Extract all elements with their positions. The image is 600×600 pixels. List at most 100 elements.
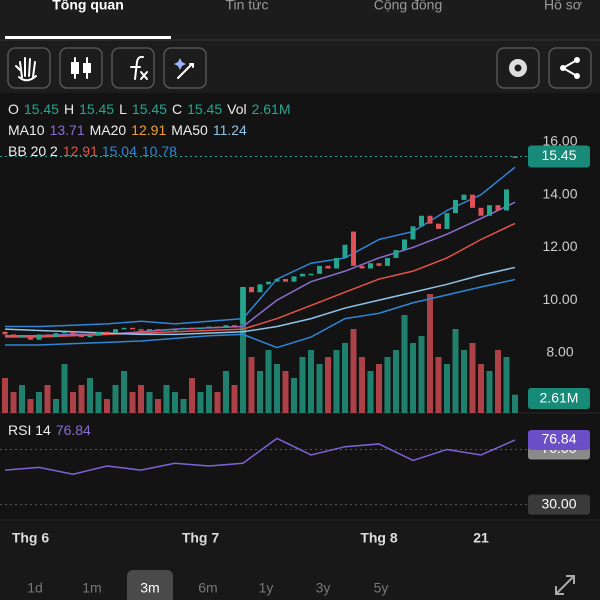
candle-body: [317, 265, 322, 274]
volume-bar: [410, 343, 416, 413]
x-tick-label: Thg 6: [12, 530, 50, 546]
candle-body: [206, 326, 212, 329]
readout-item: 15.45: [187, 101, 222, 117]
volume-bar: [486, 371, 493, 413]
volume-bar: [376, 364, 382, 413]
candle-body: [444, 213, 450, 229]
candle-body: [274, 279, 280, 282]
candle-body: [300, 273, 305, 277]
candle-body: [453, 199, 458, 214]
volume-bar: [333, 350, 340, 413]
candle-body: [155, 329, 161, 331]
volume-bar: [197, 392, 204, 413]
volume-bar: [367, 371, 374, 413]
expand-button[interactable]: [555, 575, 575, 595]
gear-hole: [514, 64, 522, 72]
readout-item: 15.45: [24, 101, 59, 117]
candle-body: [308, 273, 314, 276]
candle-body: [198, 327, 203, 330]
ai-tool[interactable]: [163, 47, 207, 89]
readout-item: MA20: [90, 122, 127, 138]
candle-body: [28, 335, 33, 340]
volume-bar: [461, 350, 467, 413]
x-tick-label: Thg 8: [360, 530, 398, 546]
candle-body: [495, 205, 501, 211]
range-button[interactable]: 1m: [82, 580, 101, 596]
candle-body: [232, 325, 237, 327]
candle-body: [113, 329, 118, 334]
volume-bar: [478, 364, 484, 413]
candle-body: [249, 286, 254, 293]
candle-body: [36, 334, 42, 340]
last-volume-label: 2.61M: [540, 390, 579, 406]
readout-item: H: [64, 101, 74, 117]
candle-body: [402, 239, 407, 251]
volume-bar: [180, 399, 187, 413]
fx-icon: [130, 55, 148, 80]
candle-body: [461, 194, 467, 200]
candle-body: [385, 257, 390, 266]
readout-item: 11.24: [213, 122, 247, 138]
readout-item: 15.45: [132, 101, 167, 117]
range-button[interactable]: 1y: [259, 580, 274, 596]
volume-bar: [265, 350, 272, 413]
readout: BB 20 2 12.91 15.04 10.78: [8, 143, 177, 159]
volume-bar: [19, 385, 25, 413]
candle-body: [223, 325, 229, 328]
volume-bar: [70, 392, 76, 413]
volume-bar: [155, 399, 161, 413]
readout-item: MA50: [171, 122, 208, 138]
indicator-tool[interactable]: [111, 47, 155, 89]
tab[interactable]: Hồ sơ: [544, 0, 582, 13]
candle-body: [410, 226, 416, 240]
volume-bar: [452, 329, 459, 413]
volume-bar: [316, 364, 323, 413]
volume-bar: [291, 378, 297, 413]
readout-item: 10.78: [142, 143, 177, 159]
volume-bar: [384, 357, 391, 413]
hand-tool[interactable]: [7, 47, 51, 89]
rsi-value-label: 76.84: [541, 431, 576, 447]
candle-body: [2, 331, 8, 335]
volume-bar: [418, 336, 425, 413]
volume-bar: [308, 350, 314, 413]
share-button[interactable]: [548, 47, 592, 89]
volume-bar: [274, 364, 280, 413]
volume-bar: [189, 378, 195, 413]
candle-body: [325, 265, 331, 269]
range-button[interactable]: 6m: [198, 580, 217, 596]
volume-bar: [223, 371, 229, 413]
tab-bar: [0, 0, 600, 40]
readout: O 15.45 H 15.45 L 15.45 C 15.45 Vol 2.61M: [8, 101, 291, 117]
volume-bar: [427, 294, 433, 413]
settings-button[interactable]: [496, 47, 540, 89]
tab[interactable]: Tổng quan: [52, 0, 124, 13]
readout-item: L: [119, 101, 127, 117]
volume-bar: [78, 385, 85, 413]
candle-tool[interactable]: [59, 47, 103, 89]
readout-item: Vol: [227, 101, 246, 117]
range-button[interactable]: 5y: [374, 580, 389, 596]
x-tick-label: 21: [473, 530, 489, 546]
tab[interactable]: Tin tức: [225, 0, 268, 13]
volume-bar: [350, 329, 357, 413]
readout-item: MA10: [8, 122, 45, 138]
share-dot: [574, 57, 580, 63]
volume-bar: [401, 315, 408, 413]
tab[interactable]: Cộng đồng: [374, 0, 443, 13]
chart-area: [0, 93, 600, 523]
moving-average: [4, 266, 516, 336]
candle-body: [257, 284, 263, 293]
candle-body: [478, 207, 484, 216]
last-volume-box: [528, 388, 590, 409]
bollinger-band: [5, 278, 516, 349]
candle-body: [96, 331, 101, 336]
range-button[interactable]: 1d: [27, 580, 43, 596]
range-button[interactable]: 3m: [140, 580, 159, 596]
candle-body: [147, 329, 152, 331]
rsi-level-box: [528, 494, 590, 515]
volume-bar: [469, 343, 476, 413]
range-button[interactable]: 3y: [316, 580, 331, 596]
candle-body: [504, 189, 509, 211]
